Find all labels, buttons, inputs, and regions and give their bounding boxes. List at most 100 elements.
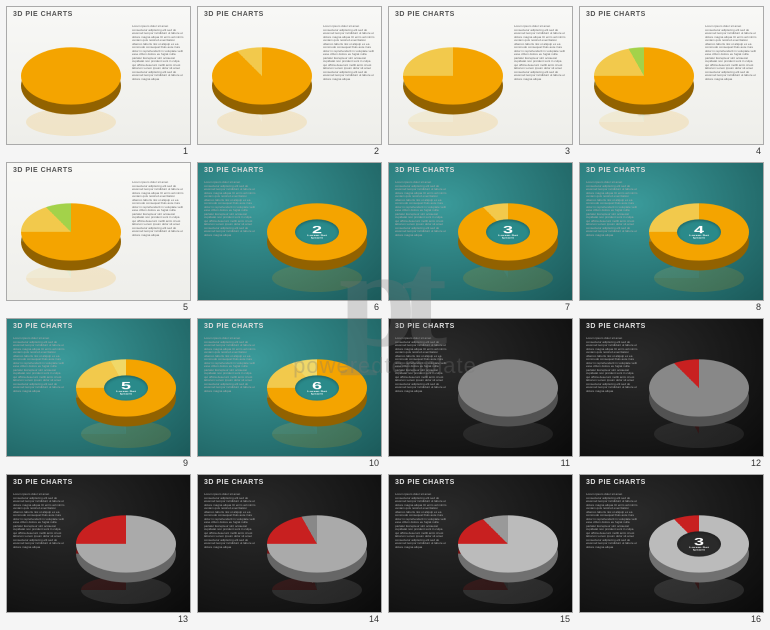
chart-area: 3Lorem SetIpsum <box>448 179 568 294</box>
lorem-text: Lorem ipsum dolor sit amet consectetur a… <box>395 337 447 393</box>
slide-canvas: 3D PIE CHARTS Lorem ipsum dolor sit amet … <box>197 474 382 613</box>
slide-thumbnail[interactable]: 3D PIE CHARTS Lorem ipsum dolor sit amet … <box>388 474 573 624</box>
slide-canvas: 3D PIE CHARTS Lorem ipsum dolor sit amet … <box>388 162 573 301</box>
pie-chart <box>458 359 558 416</box>
pie-chart <box>649 359 749 416</box>
slide-title: 3D PIE CHARTS <box>13 167 73 174</box>
slide-thumbnail[interactable]: 3D PIE CHARTS Lorem ipsum dolor sit amet … <box>579 318 764 468</box>
donut-center: 4Lorem SetIpsum <box>677 219 721 244</box>
slide-thumbnail[interactable]: 3D PIE CHARTS Lorem ipsum dolor sit amet … <box>388 162 573 312</box>
pie-chart <box>594 47 694 104</box>
chart-area: 1Lorem SetIpsum2Lorem SetIpsum <box>448 335 568 450</box>
lorem-text: Lorem ipsum dolor sit amet consectetur a… <box>132 25 184 81</box>
slide-thumbnail[interactable]: 3D PIE CHARTSLorem ipsum dolor sit amet … <box>6 474 191 624</box>
slide-grid: 3D PIE CHARTS Lorem ipsum dolor sit amet … <box>0 0 770 630</box>
lorem-text: Lorem ipsum dolor sit amet consectetur a… <box>204 493 256 549</box>
slide-title: 3D PIE CHARTS <box>204 167 264 174</box>
slide-number: 16 <box>579 613 764 624</box>
pie-chart: 4Lorem SetIpsum <box>649 203 749 260</box>
lorem-text: Lorem ipsum dolor sit amet consectetur a… <box>705 25 757 81</box>
lorem-text: Lorem ipsum dolor sit amet consectetur a… <box>586 181 638 237</box>
lorem-text: Lorem ipsum dolor sit amet consectetur a… <box>395 493 447 549</box>
slide-number: 3 <box>388 145 573 156</box>
slide-thumbnail[interactable]: 3D PIE CHARTSLorem ipsum dolor sit amet … <box>579 6 764 156</box>
chart-area: 5Lorem SetIpsum <box>66 335 186 450</box>
donut-center: 3Lorem SetIpsum <box>677 531 721 556</box>
slide-thumbnail[interactable]: 3D PIE CHARTSLorem ipsum dolor sit amet … <box>197 6 382 156</box>
donut-center-number: 3 <box>503 225 513 234</box>
slide-title: 3D PIE CHARTS <box>395 167 455 174</box>
slide-canvas: 3D PIE CHARTS Lorem ipsum dolor sit amet … <box>197 162 382 301</box>
slide-number: 1 <box>6 145 191 156</box>
pie-chart <box>21 47 121 104</box>
slide-title: 3D PIE CHARTS <box>395 479 455 486</box>
pie-chart <box>21 203 121 260</box>
slide-title: 3D PIE CHARTS <box>395 323 455 330</box>
slide-number: 8 <box>579 301 764 312</box>
slide-number: 6 <box>197 301 382 312</box>
chart-area: 2Lorem SetIpsum <box>257 179 377 294</box>
lorem-text: Lorem ipsum dolor sit amet consectetur a… <box>514 25 566 81</box>
donut-center-number: 6 <box>312 381 322 390</box>
slide-number: 11 <box>388 457 573 468</box>
chart-area: 1Lorem SetIpsum2Lorem SetIpsum3Lorem Set… <box>584 23 704 138</box>
pie-chart <box>212 47 312 104</box>
chart-area: 1Lorem SetIpsum2Lorem SetIpsum3Lorem Set… <box>66 491 186 606</box>
slide-thumbnail[interactable]: 3D PIE CHARTS Lorem ipsum dolor sit amet … <box>6 162 191 312</box>
slide-title: 3D PIE CHARTS <box>395 11 455 18</box>
slide-thumbnail[interactable]: 3D PIE CHARTS Lorem ipsum dolor sit amet … <box>197 162 382 312</box>
slide-thumbnail[interactable]: 3D PIE CHARTSLorem ipsum dolor sit amet … <box>579 474 764 624</box>
slide-number: 4 <box>579 145 764 156</box>
chart-area: 1Lorem SetIpsum2Lorem SetIpsum3Lorem Set… <box>11 179 131 294</box>
donut-center-number: 3 <box>694 537 704 546</box>
donut-center-number: 2 <box>312 225 322 234</box>
slide-number: 14 <box>197 613 382 624</box>
chart-area: 1Lorem SetIpsum2Lorem SetIpsum3Lorem Set… <box>257 491 377 606</box>
slide-number: 15 <box>388 613 573 624</box>
slide-number: 10 <box>197 457 382 468</box>
slide-number: 2 <box>197 145 382 156</box>
lorem-text: Lorem ipsum dolor sit amet consectetur a… <box>204 337 256 393</box>
slide-title: 3D PIE CHARTS <box>586 323 646 330</box>
pie-chart <box>76 515 176 572</box>
slide-thumbnail[interactable]: 3D PIE CHARTS Lorem ipsum dolor sit amet … <box>388 6 573 156</box>
chart-area: 1Lorem SetIpsum2Lorem SetIpsum3Lorem Set… <box>202 23 322 138</box>
slide-canvas: 3D PIE CHARTS Lorem ipsum dolor sit amet … <box>579 318 764 457</box>
donut-center-number: 4 <box>694 225 704 234</box>
lorem-text: Lorem ipsum dolor sit amet consectetur a… <box>586 493 638 549</box>
donut-center: 2Lorem SetIpsum <box>295 219 339 244</box>
slide-canvas: 3D PIE CHARTSLorem ipsum dolor sit amet … <box>6 474 191 613</box>
chart-area: 1Lorem SetIpsum2Lorem SetIpsum3Lorem Set… <box>393 23 513 138</box>
slide-thumbnail[interactable]: 3D PIE CHARTS Lorem ipsum dolor sit amet … <box>197 318 382 468</box>
slide-number: 9 <box>6 457 191 468</box>
slide-title: 3D PIE CHARTS <box>204 479 264 486</box>
lorem-text: Lorem ipsum dolor sit amet consectetur a… <box>204 181 256 237</box>
slide-thumbnail[interactable]: 3D PIE CHARTSLorem ipsum dolor sit amet … <box>6 318 191 468</box>
slide-title: 3D PIE CHARTS <box>13 323 73 330</box>
chart-area: 1Lorem SetIpsum2Lorem SetIpsum3Lorem Set… <box>639 335 759 450</box>
lorem-text: Lorem ipsum dolor sit amet consectetur a… <box>586 337 638 393</box>
slide-thumbnail[interactable]: 3D PIE CHARTS Lorem ipsum dolor sit amet … <box>388 318 573 468</box>
slide-canvas: 3D PIE CHARTSLorem ipsum dolor sit amet … <box>6 318 191 457</box>
slide-title: 3D PIE CHARTS <box>204 323 264 330</box>
slide-thumbnail[interactable]: 3D PIE CHARTS Lorem ipsum dolor sit amet … <box>197 474 382 624</box>
slide-number: 13 <box>6 613 191 624</box>
slide-canvas: 3D PIE CHARTSLorem ipsum dolor sit amet … <box>579 474 764 613</box>
donut-center-number: 5 <box>121 381 131 390</box>
lorem-text: Lorem ipsum dolor sit amet consectetur a… <box>132 181 184 237</box>
slide-title: 3D PIE CHARTS <box>13 11 73 18</box>
pie-chart: 3Lorem SetIpsum <box>458 203 558 260</box>
slide-number: 7 <box>388 301 573 312</box>
slide-thumbnail[interactable]: 3D PIE CHARTSLorem ipsum dolor sit amet … <box>579 162 764 312</box>
pie-chart: 5Lorem SetIpsum <box>76 359 176 416</box>
pie-chart <box>458 515 558 572</box>
slide-title: 3D PIE CHARTS <box>13 479 73 486</box>
slide-thumbnail[interactable]: 3D PIE CHARTS Lorem ipsum dolor sit amet … <box>6 6 191 156</box>
chart-area: 6Lorem SetIpsum <box>257 335 377 450</box>
slide-canvas: 3D PIE CHARTS Lorem ipsum dolor sit amet … <box>388 6 573 145</box>
slide-canvas: 3D PIE CHARTS Lorem ipsum dolor sit amet … <box>388 474 573 613</box>
chart-area: 3Lorem SetIpsum <box>639 491 759 606</box>
pie-chart <box>403 47 503 104</box>
lorem-text: Lorem ipsum dolor sit amet consectetur a… <box>395 181 447 237</box>
chart-area: 1Lorem SetIpsum2Lorem SetIpsum3Lorem Set… <box>448 491 568 606</box>
